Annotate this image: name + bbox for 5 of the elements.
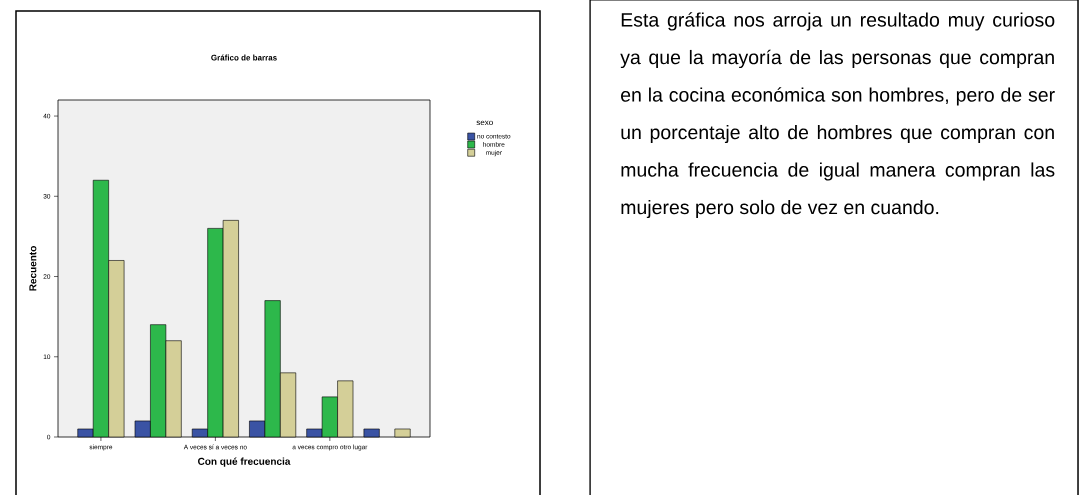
legend-title: sexo: [476, 120, 493, 126]
x-axis-title: Con qué frecuencia: [198, 457, 291, 467]
text: Esta gráfica nos arroja un resultado muy curioso ya que la mayoría de las personas que compran en la cocina económica son hombres, pero de ser un porcentaje alto de hombres que compran con mucha frecuencia de igual manera compran las mujeres pero solo de vez en cuando.: [620, 12, 1055, 219]
chart-title: Gráfico de barras: [211, 54, 277, 61]
y-axis-title: Recuento: [29, 246, 37, 291]
